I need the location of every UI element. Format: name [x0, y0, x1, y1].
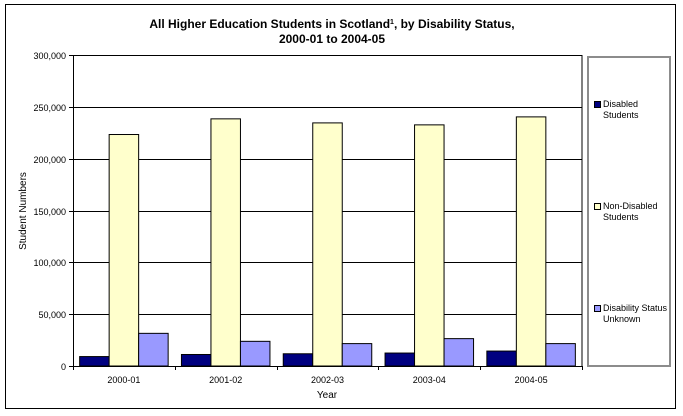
legend-swatch-disabled: [594, 101, 601, 108]
title-main: All Higher Education Students in Scotlan…: [149, 17, 391, 31]
x-tick-label: 2001-02: [209, 375, 242, 385]
legend-item-disabled: Disabled Students: [594, 99, 671, 121]
y-tick-label: 50,000: [38, 310, 66, 320]
y-tick-label: 100,000: [33, 258, 66, 268]
y-tick-label: 0: [61, 362, 66, 372]
legend-label: Disability Status Unknown: [603, 303, 668, 324]
bar-disabled-students-2004-05: [486, 350, 517, 367]
y-tick-label: 300,000: [33, 51, 66, 61]
legend: Disabled Students Non-Disabled Students …: [587, 56, 671, 367]
legend-label: Disabled Students: [603, 99, 639, 120]
title-rest: , by Disability Status,: [393, 17, 515, 31]
bar-non-disabled-students-2001-02: [210, 118, 241, 367]
bar-non-disabled-students-2000-01: [108, 134, 140, 367]
title-line2: 2000-01 to 2004-05: [278, 32, 386, 46]
bar-disability-status-unknown-2000-01: [138, 332, 169, 367]
y-axis-label: Student Numbers: [18, 172, 29, 250]
bar-disabled-students-2001-02: [180, 353, 212, 367]
bar-disability-status-unknown-2002-03: [341, 343, 373, 367]
legend-item-unknown: Disability Status Unknown: [594, 303, 671, 325]
legend-item-non-disabled: Non-Disabled Students: [594, 201, 671, 223]
x-tick-label: 2002-03: [311, 375, 344, 385]
legend-swatch-non-disabled: [594, 203, 601, 210]
legend-label: Non-Disabled Students: [603, 201, 658, 222]
chart-title: All Higher Education Students in Scotlan…: [6, 17, 658, 47]
x-tick-label: 2003-04: [413, 375, 446, 385]
title-footnote: 1: [390, 19, 394, 26]
x-axis-label: Year: [317, 390, 338, 401]
bar-non-disabled-students-2002-03: [312, 122, 343, 367]
bar-disability-status-unknown-2001-02: [239, 340, 271, 367]
y-tick-label: 150,000: [33, 207, 66, 217]
bar-disabled-students-2003-04: [384, 352, 416, 367]
bar-non-disabled-students-2003-04: [414, 124, 445, 367]
legend-swatch-unknown: [594, 305, 601, 312]
y-tick-label: 250,000: [33, 103, 66, 113]
bar-non-disabled-students-2004-05: [515, 116, 547, 367]
y-tick-label: 200,000: [33, 155, 66, 165]
x-tick-label: 2004-05: [515, 375, 548, 385]
bar-disabled-students-2000-01: [79, 356, 110, 367]
bar-disability-status-unknown-2003-04: [443, 338, 475, 367]
x-tick-label: 2000-01: [107, 375, 140, 385]
bar-disabled-students-2002-03: [282, 353, 314, 367]
bar-disability-status-unknown-2004-05: [545, 343, 576, 367]
